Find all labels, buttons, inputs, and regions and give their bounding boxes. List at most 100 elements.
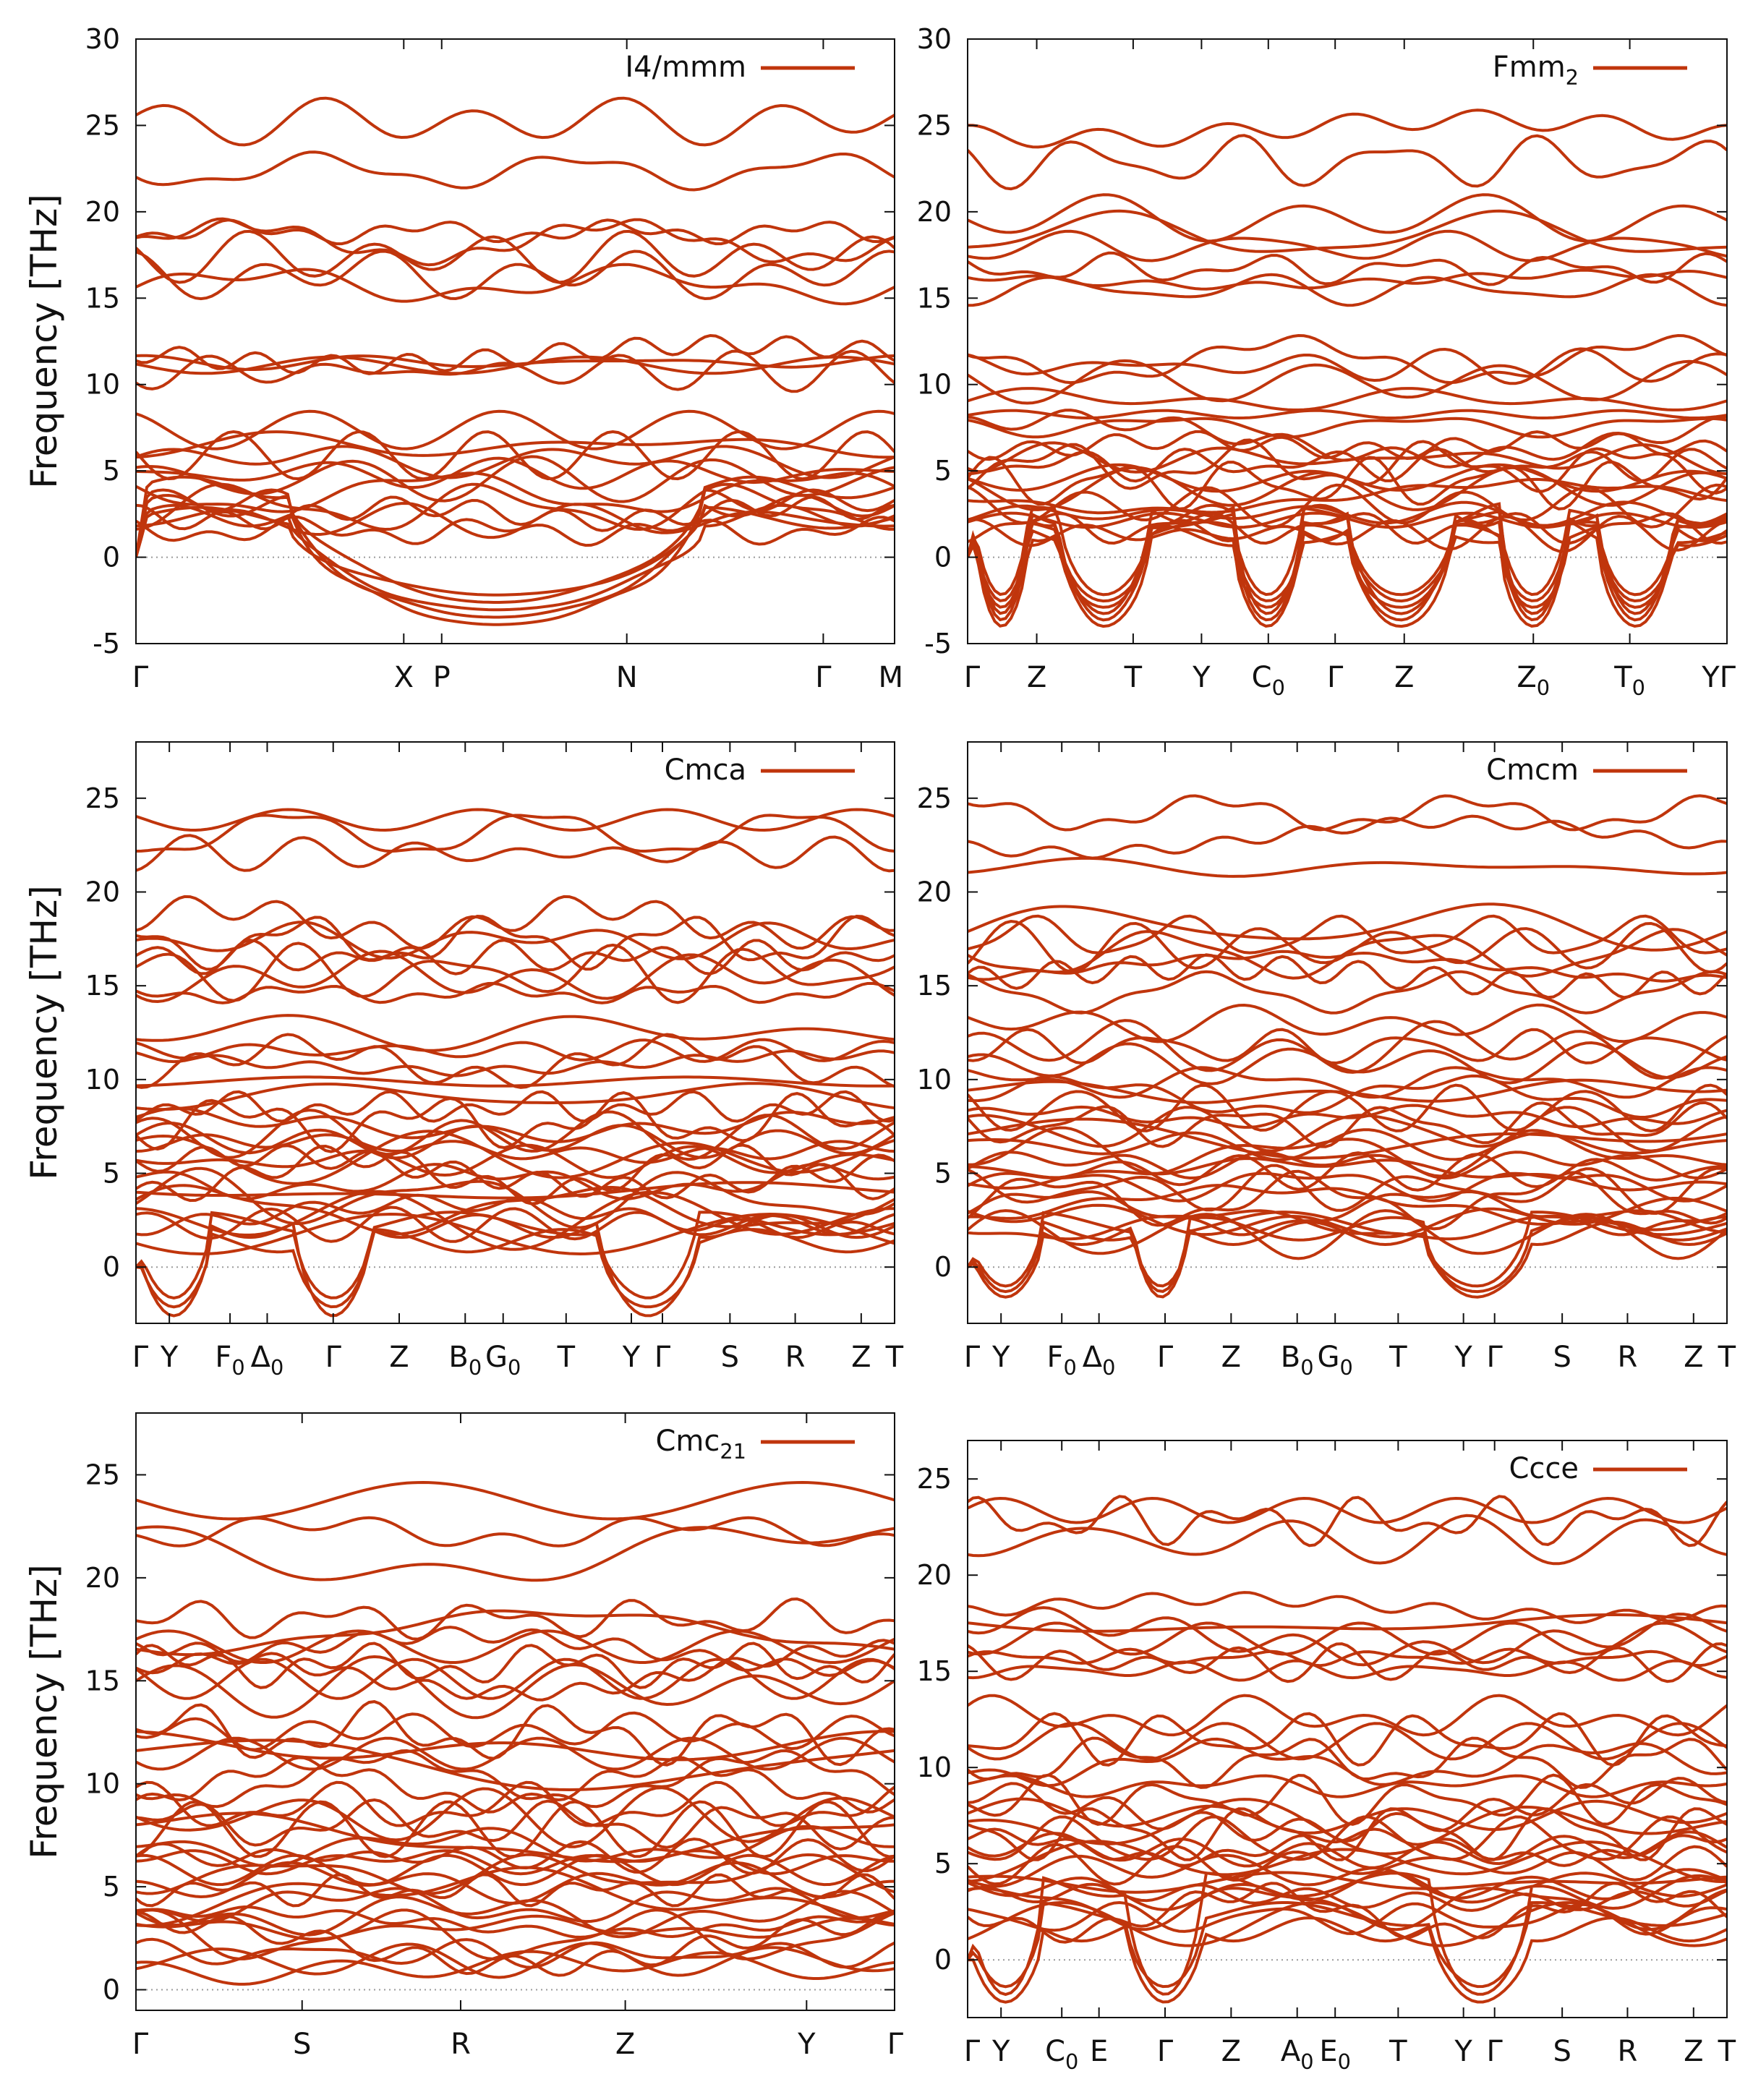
optical-band <box>968 1774 1727 1798</box>
y-tick-label: 5 <box>934 1848 952 1879</box>
kpoint-label: Y <box>1454 1341 1472 1374</box>
kpoint-label: Z <box>389 1341 409 1374</box>
y-axis-label: Frequency [THz] <box>23 194 65 489</box>
optical-band <box>136 1914 895 1941</box>
optical-band <box>136 430 895 481</box>
optical-band <box>136 939 895 976</box>
optical-band <box>136 1121 895 1160</box>
optical-band <box>968 359 1727 405</box>
optical-band <box>136 333 895 375</box>
optical-band <box>136 1937 895 1969</box>
optical-band <box>136 1756 895 1814</box>
optical-band <box>136 1090 895 1123</box>
kpoint-label: E0 <box>1319 2035 1351 2074</box>
kpoint-label: Γ <box>1327 661 1344 694</box>
kpoint-label: T <box>1389 2035 1407 2068</box>
kpoint-label: Z <box>615 2028 635 2061</box>
kpoint-label: Y <box>797 2028 816 2061</box>
kpoint-label: T0 <box>1613 661 1645 700</box>
optical-band <box>968 1694 1727 1737</box>
optical-band <box>968 1184 1727 1232</box>
optical-band <box>136 1908 895 1961</box>
kpoint-label: Z <box>1684 2035 1703 2068</box>
optical-band <box>968 1613 1727 1633</box>
optical-band <box>968 1104 1727 1129</box>
kpoint-label: T <box>885 1341 904 1374</box>
y-tick-label: 5 <box>103 1158 120 1190</box>
optical-band <box>136 1516 895 1548</box>
optical-band <box>968 794 1727 832</box>
y-tick-label: 25 <box>85 1459 120 1490</box>
optical-band <box>136 1887 895 1924</box>
y-tick-label: 0 <box>103 542 120 573</box>
optical-band <box>136 1749 895 1809</box>
optical-band <box>968 914 1727 955</box>
optical-band <box>136 1166 895 1229</box>
y-tick-label: 5 <box>934 455 952 487</box>
y-tick-label: 15 <box>917 1655 952 1687</box>
optical-band <box>968 1126 1727 1178</box>
plot-frame <box>135 741 895 1324</box>
y-tick-label: 20 <box>917 1559 952 1591</box>
optical-band <box>968 1712 1727 1767</box>
legend: Fmm2 <box>1493 51 1687 90</box>
kpoint-label: YΓ <box>1701 661 1736 694</box>
y-tick-label: 10 <box>917 369 952 401</box>
optical-band <box>136 981 895 1004</box>
legend-label: Cmca <box>665 754 746 787</box>
optical-band <box>136 1144 895 1200</box>
kpoint-label: B0 <box>1281 1341 1314 1380</box>
y-tick-label: 25 <box>917 782 952 814</box>
optical-band <box>968 1773 1727 1826</box>
optical-band <box>968 268 1727 291</box>
optical-band <box>968 251 1727 286</box>
kpoint-label: R <box>1618 2035 1638 2068</box>
optical-band <box>136 1642 895 1689</box>
optical-band <box>968 1647 1727 1668</box>
optical-band <box>136 1106 895 1143</box>
optical-band <box>968 1870 1727 1911</box>
kpoint-label: Γ <box>1487 1341 1504 1374</box>
optical-band <box>968 500 1727 527</box>
kpoint-label: T <box>1718 1341 1736 1374</box>
optical-band <box>136 1950 895 1986</box>
optical-band <box>136 1639 895 1702</box>
optical-band <box>968 1659 1727 1682</box>
optical-band <box>968 209 1727 253</box>
y-tick-label: 0 <box>934 1944 952 1976</box>
optical-band <box>968 1156 1727 1192</box>
optical-band <box>136 430 895 459</box>
y-tick-label: 0 <box>103 1974 120 2006</box>
kpoint-label: R <box>785 1341 806 1374</box>
optical-band <box>136 96 895 147</box>
optical-band <box>136 942 895 1004</box>
optical-band <box>136 895 895 950</box>
band-lines <box>968 1495 1727 2004</box>
optical-band <box>136 1738 895 1792</box>
kpoint-label: S <box>721 1341 739 1374</box>
optical-band <box>136 808 895 832</box>
y-axis-label: Frequency [THz] <box>23 885 65 1180</box>
kpoint-label: Y <box>1192 661 1211 694</box>
plot-frame <box>967 1440 1728 2018</box>
optical-band <box>136 1786 895 1848</box>
optical-band <box>968 1827 1727 1867</box>
kpoint-label: Γ <box>887 2028 904 2061</box>
kpoint-label: Γ <box>132 661 149 694</box>
optical-band <box>968 1843 1727 1886</box>
y-tick-label: 30 <box>85 23 120 55</box>
kpoint-label: E <box>1090 2035 1108 2068</box>
optical-band <box>968 1887 1727 1932</box>
band-lines <box>968 794 1727 1299</box>
optical-band <box>968 448 1727 483</box>
optical-band <box>968 1171 1727 1203</box>
legend: Cmcm <box>1486 754 1687 787</box>
kpoint-label: M <box>878 661 903 694</box>
kpoint-label: N <box>616 661 638 694</box>
optical-band <box>136 1824 895 1869</box>
band-lines <box>136 96 895 626</box>
optical-band <box>136 1873 895 1908</box>
